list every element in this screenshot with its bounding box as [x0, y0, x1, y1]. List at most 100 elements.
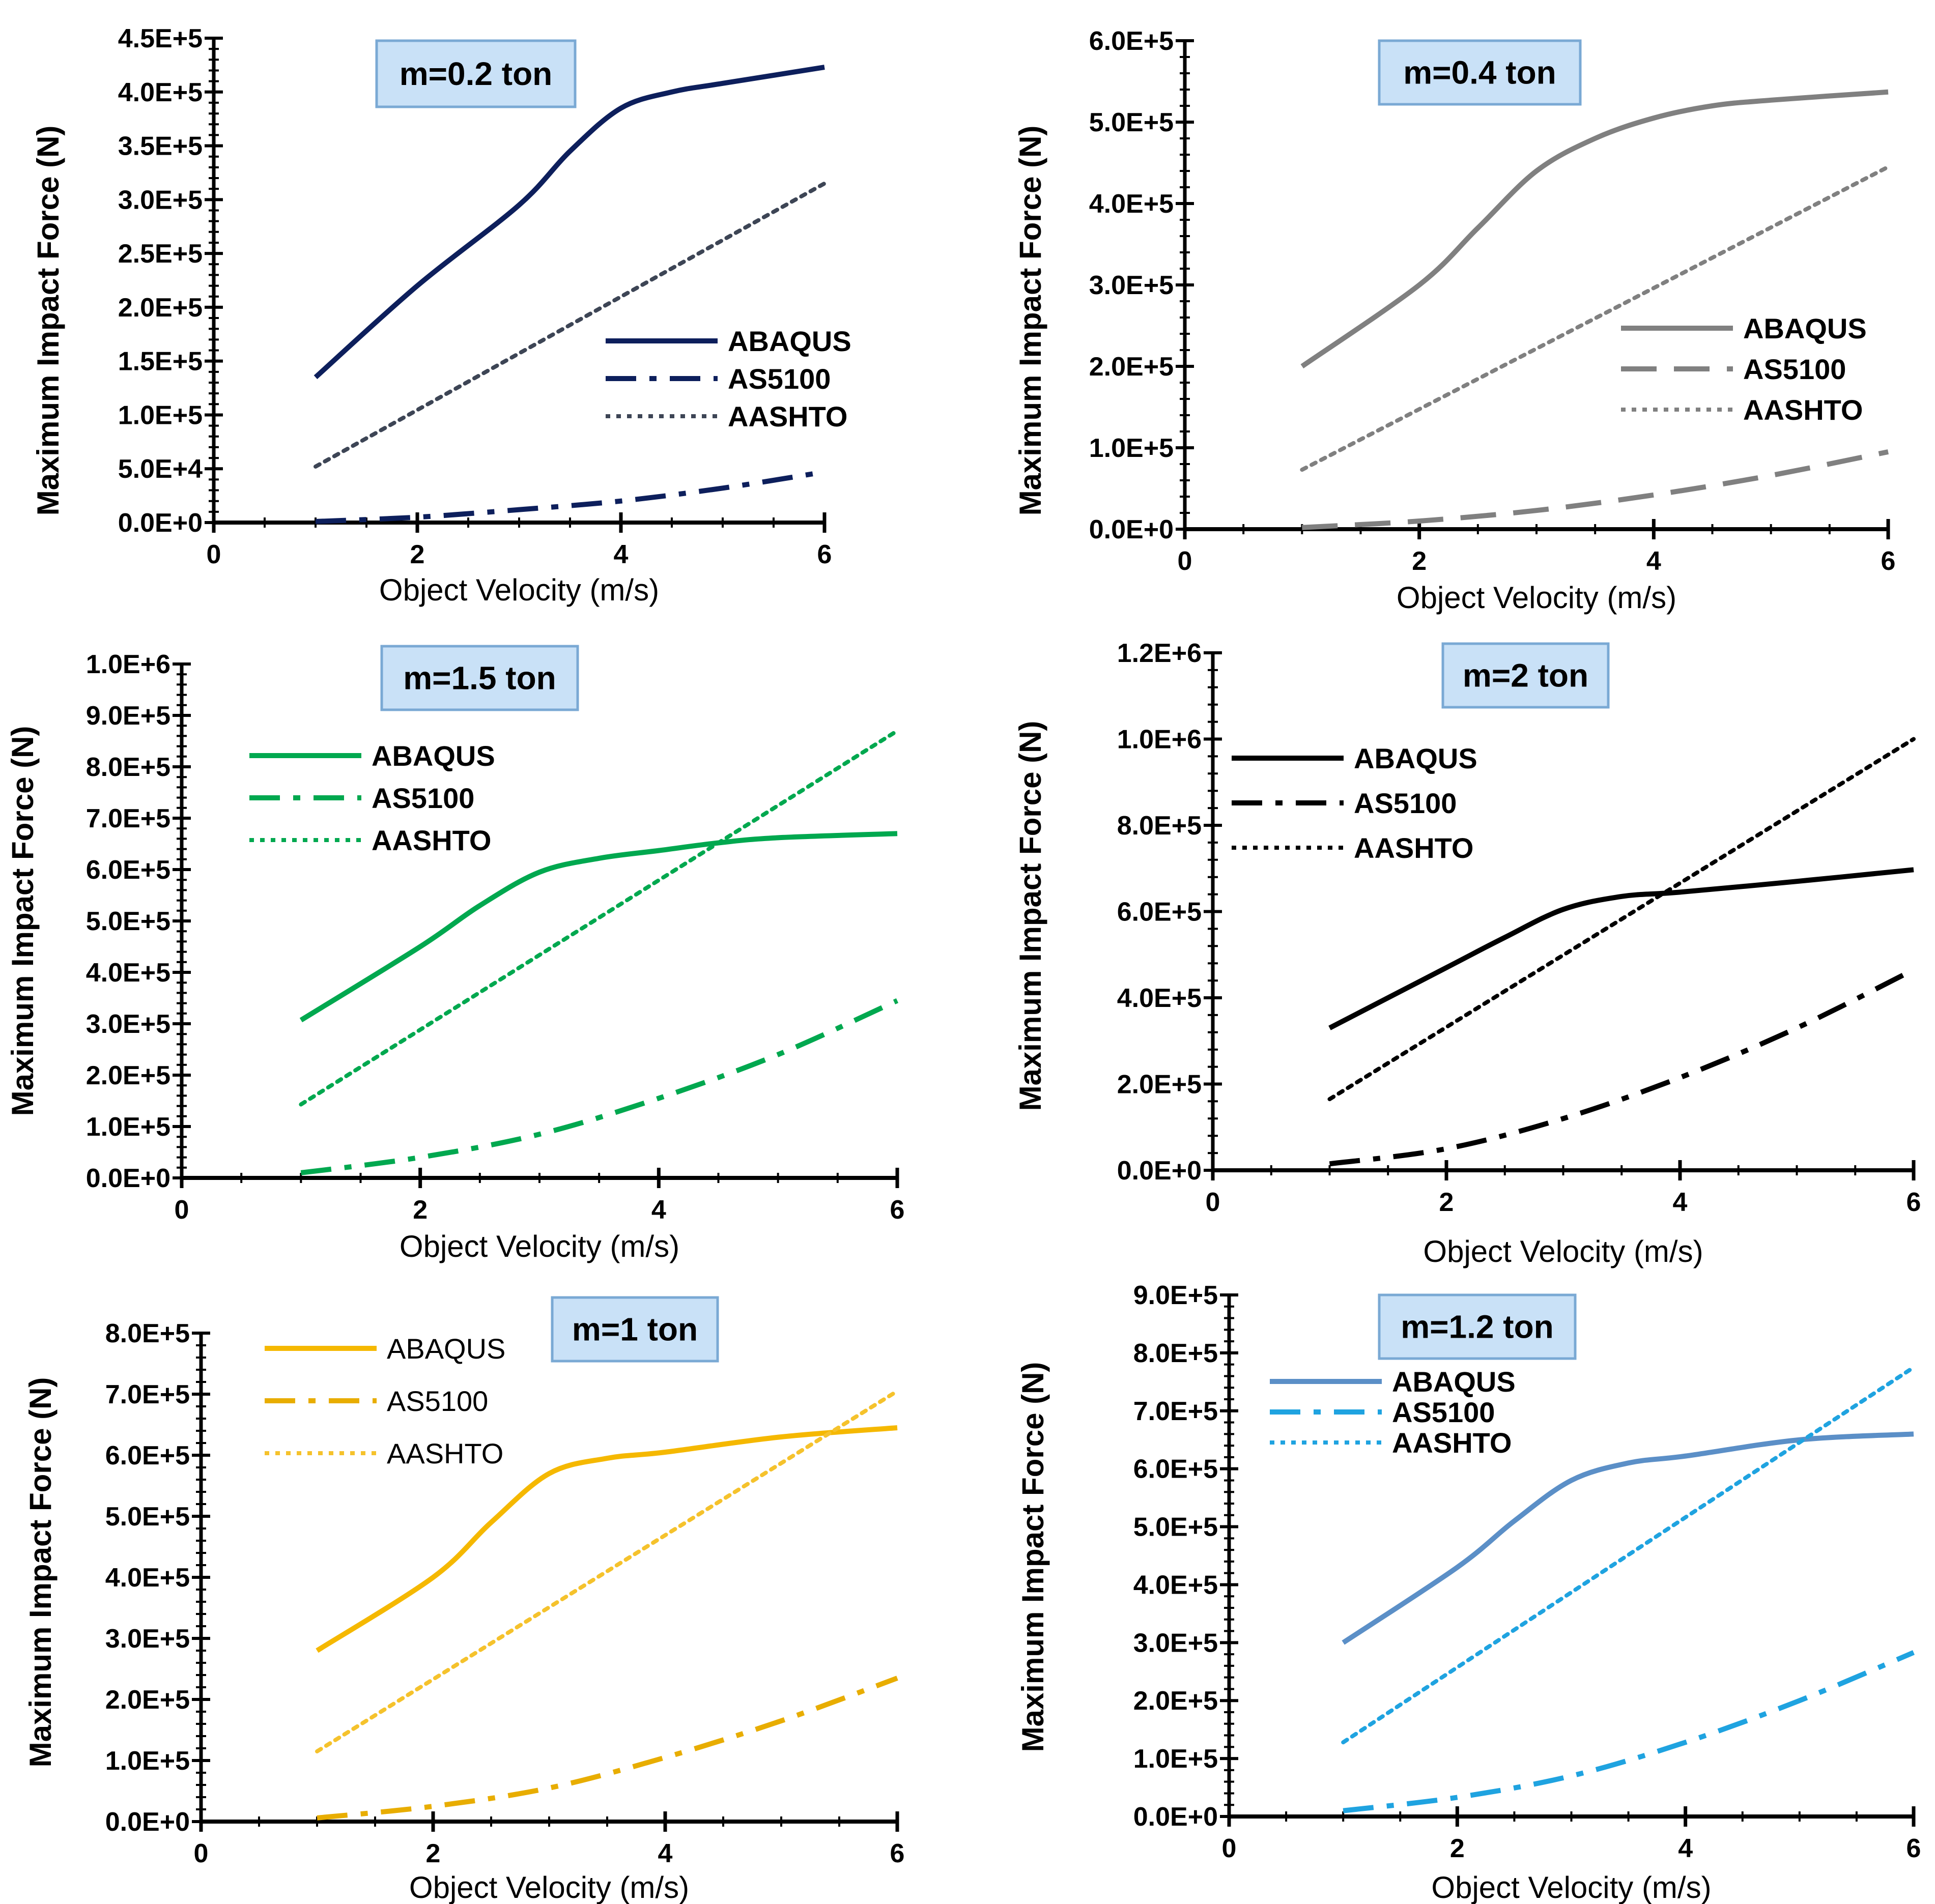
x-tick-label: 2 — [410, 540, 425, 569]
legend-label-aashto: AASHTO — [1354, 832, 1473, 864]
series-line-as5100 — [300, 998, 899, 1175]
x-tick-label: 4 — [651, 1195, 666, 1225]
y-tick-label: 9.0E+5 — [86, 701, 170, 731]
legend-label-aashto: AASHTO — [728, 400, 847, 432]
y-tick-label: 1.0E+5 — [1133, 1744, 1218, 1774]
legend: ABAQUS AS5100 AASHTO — [1621, 312, 1867, 426]
y-axis-title: Maximum Impact Force (N) — [6, 726, 40, 1116]
x-axis-title: Object Velocity (m/s) — [400, 1229, 679, 1263]
legend-label-as5100: AS5100 — [1392, 1396, 1495, 1428]
series-line-abaqus — [1300, 89, 1889, 369]
series-line-aashto — [1327, 737, 1916, 1102]
y-tick-label: 6.0E+5 — [86, 855, 170, 885]
series-line-aashto — [315, 1389, 899, 1753]
y-tick-label: 4.0E+5 — [1089, 189, 1174, 219]
y-tick-label: 0.0E+0 — [118, 508, 203, 538]
y-axis-title: Maximum Impact Force (N) — [31, 126, 65, 516]
y-tick-label: 7.0E+5 — [105, 1380, 190, 1409]
y-tick-label: 0.0E+0 — [86, 1164, 170, 1193]
x-tick-label: 2 — [1450, 1834, 1465, 1863]
y-tick-label: 5.0E+5 — [86, 907, 170, 936]
x-tick-label: 6 — [890, 1839, 905, 1868]
x-tick-label: 6 — [1906, 1834, 1921, 1863]
y-tick-label: 5.0E+4 — [118, 454, 203, 484]
y-tick-label: 6.0E+5 — [105, 1441, 190, 1470]
y-tick-label: 1.2E+6 — [1117, 639, 1202, 668]
legend-label-aashto: AASHTO — [1392, 1427, 1512, 1459]
x-tick-label: 4 — [1646, 546, 1661, 576]
y-tick-label: 1.0E+6 — [86, 650, 170, 679]
y-tick-label: 3.0E+5 — [1133, 1628, 1218, 1658]
y-tick-label: 4.0E+5 — [118, 78, 203, 107]
y-tick-label: 4.0E+5 — [1133, 1570, 1218, 1600]
y-axis-title: Maximum Impact Force (N) — [1013, 126, 1047, 516]
chart-title-box — [551, 1296, 719, 1363]
chart-4: 0.0E+0 2.0E+5 4.0E+5 6.0E+5 8.0E+5 1.0E+6 1.2E… — [1013, 639, 1921, 1268]
y-tick-label: 2.0E+5 — [86, 1061, 170, 1090]
series-line-abaqus — [316, 1425, 898, 1653]
y-tick-label: 8.0E+5 — [86, 753, 170, 782]
x-axis-title: Object Velocity (m/s) — [1397, 581, 1676, 615]
chart-title: m=1.5 ton — [403, 660, 556, 697]
series-line-aashto — [299, 729, 899, 1107]
legend-label-abaqus: ABAQUS — [372, 740, 495, 772]
x-axis-title: Object Velocity (m/s) — [1431, 1870, 1711, 1904]
x-tick-label: 4 — [1673, 1188, 1688, 1217]
y-tick-label: 2.5E+5 — [118, 239, 203, 269]
chart-title: m=0.4 ton — [1403, 54, 1556, 91]
chart-title: m=1 ton — [572, 1311, 698, 1348]
y-tick-label: 3.0E+5 — [118, 185, 203, 215]
y-tick-label: 8.0E+5 — [105, 1319, 190, 1348]
legend: ABAQUS AS5100 AASHTO — [1232, 742, 1477, 864]
y-tick-label: 6.0E+5 — [1117, 898, 1202, 927]
series-line-abaqus — [1342, 1431, 1914, 1645]
x-axis-title: Object Velocity (m/s) — [1423, 1234, 1703, 1268]
y-axis-title: Maximum Impact Force (N) — [1016, 1362, 1050, 1752]
chart-title: m=1.2 ton — [1401, 1309, 1554, 1345]
y-tick-label: 3.0E+5 — [105, 1624, 190, 1654]
y-tick-label: 1.0E+5 — [86, 1112, 170, 1142]
x-axis-title: Object Velocity (m/s) — [409, 1870, 689, 1904]
y-tick-label: 8.0E+5 — [1117, 811, 1202, 841]
x-tick-label: 2 — [413, 1195, 428, 1225]
x-tick-label: 0 — [1178, 546, 1192, 576]
legend-label-aashto: AASHTO — [387, 1437, 503, 1469]
x-tick-label: 0 — [1222, 1834, 1237, 1863]
y-tick-label: 1.0E+5 — [118, 400, 203, 430]
chart-5: 0.0E+0 1.0E+5 2.0E+5 3.0E+5 4.0E+5 5.0E+5 6.0E… — [23, 1296, 905, 1904]
chart-title: m=2 ton — [1463, 657, 1588, 694]
y-tick-label: 8.0E+5 — [1133, 1339, 1218, 1368]
x-tick-label: 4 — [658, 1839, 673, 1868]
legend-label-as5100: AS5100 — [387, 1385, 488, 1417]
y-tick-label: 0.0E+0 — [105, 1807, 190, 1837]
series-line-as5100 — [1329, 967, 1915, 1167]
legend: ABAQUS AS5100 AASHTO — [249, 740, 495, 856]
series-line-aashto — [314, 181, 827, 469]
y-tick-label: 1.0E+5 — [105, 1746, 190, 1776]
y-tick-label: 1.0E+5 — [1089, 434, 1174, 463]
y-tick-label: 1.5E+5 — [118, 347, 203, 377]
chart-title-box — [380, 645, 579, 711]
chart-1: 0.0E+0 5.0E+4 1.0E+5 1.5E+5 2.0E+5 2.5E+5 3.0E… — [31, 24, 851, 607]
y-tick-label: 7.0E+5 — [1133, 1397, 1218, 1426]
y-tick-label: 2.0E+5 — [1089, 352, 1174, 382]
y-tick-label: 0.0E+0 — [1133, 1802, 1218, 1832]
y-tick-label: 5.0E+5 — [105, 1502, 190, 1532]
y-tick-label: 2.0E+5 — [1117, 1070, 1202, 1100]
legend-label-as5100: AS5100 — [1354, 787, 1457, 819]
series-line-as5100 — [1343, 1650, 1915, 1813]
legend-label-abaqus: ABAQUS — [1354, 742, 1477, 774]
chart-2: 0.0E+0 1.0E+5 2.0E+5 3.0E+5 4.0E+5 5.0E+5 6.0E… — [1013, 26, 1895, 615]
y-tick-label: 4.0E+5 — [86, 958, 170, 988]
x-tick-label: 6 — [817, 540, 832, 569]
x-tick-label: 6 — [1906, 1188, 1921, 1217]
y-tick-label: 6.0E+5 — [1133, 1455, 1218, 1484]
legend: ABAQUS AS5100 AASHTO — [265, 1333, 505, 1469]
legend-label-abaqus: ABAQUS — [1743, 312, 1867, 344]
legend-label-aashto: AASHTO — [372, 824, 491, 856]
x-tick-label: 2 — [1412, 546, 1427, 576]
x-tick-label: 2 — [1439, 1188, 1454, 1217]
x-tick-label: 0 — [1206, 1188, 1220, 1217]
chart-title-box — [1441, 642, 1610, 709]
x-tick-label: 2 — [426, 1839, 441, 1868]
